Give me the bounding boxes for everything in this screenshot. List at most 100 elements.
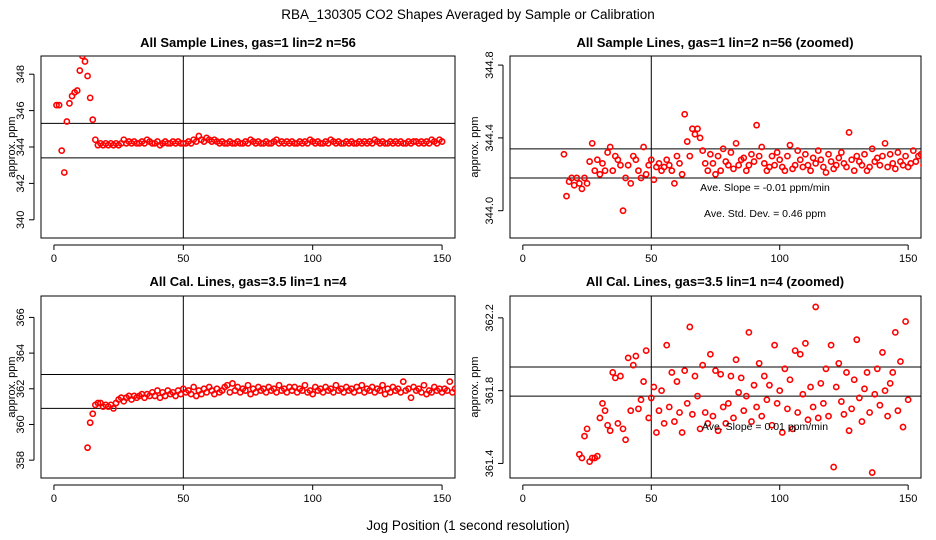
data-point xyxy=(742,167,750,175)
data-point xyxy=(763,396,771,404)
data-point xyxy=(655,407,663,415)
data-point xyxy=(190,383,198,391)
data-point xyxy=(845,427,853,435)
data-point xyxy=(650,176,658,184)
data-point xyxy=(735,161,743,169)
data-point xyxy=(704,419,712,427)
data-point xyxy=(727,372,735,380)
data-point xyxy=(866,163,874,171)
data-point xyxy=(627,179,635,187)
data-point xyxy=(876,161,884,169)
data-point xyxy=(748,150,755,158)
data-point xyxy=(722,419,730,427)
data-point xyxy=(420,381,428,389)
data-point xyxy=(699,147,707,155)
data-point xyxy=(55,101,63,109)
data-point xyxy=(694,392,701,400)
data-point xyxy=(619,425,627,433)
data-point xyxy=(786,376,794,384)
data-point xyxy=(868,145,876,153)
data-point xyxy=(691,372,699,380)
data-point xyxy=(593,156,601,164)
std-dev-annotation: Ave. Std. Dev. = 0.46 ppm xyxy=(704,208,826,220)
data-point xyxy=(591,167,599,175)
data-point xyxy=(681,367,689,375)
data-point xyxy=(889,159,897,167)
x-tick-label: 150 xyxy=(433,253,451,265)
data-point xyxy=(735,389,743,396)
data-point xyxy=(809,154,817,162)
data-point xyxy=(835,154,843,162)
panel-title: All Cal. Lines, gas=3.5 lin=1 n=4 xyxy=(150,274,348,289)
data-point xyxy=(242,387,249,394)
data-point xyxy=(655,159,663,167)
data-point xyxy=(79,56,86,60)
data-point xyxy=(894,149,902,156)
panel-title: All Cal. Lines, gas=3.5 lin=1 n=4 (zoome… xyxy=(586,274,844,289)
data-point xyxy=(647,394,655,402)
data-point xyxy=(817,156,825,164)
panel-y-axis-label: approx. ppm xyxy=(6,116,18,177)
x-tick-label: 0 xyxy=(520,253,526,265)
data-point xyxy=(902,152,909,160)
data-point xyxy=(446,378,454,386)
data-point xyxy=(683,138,691,145)
data-point xyxy=(825,150,832,158)
data-point xyxy=(619,207,627,215)
data-point xyxy=(758,143,766,151)
y-tick-label: 364 xyxy=(15,344,27,362)
data-point xyxy=(832,161,840,169)
data-point xyxy=(796,350,804,358)
data-point xyxy=(760,159,768,167)
data-point xyxy=(601,167,609,175)
data-point xyxy=(873,365,881,373)
data-point xyxy=(578,185,586,193)
data-point xyxy=(904,396,912,404)
data-point xyxy=(583,425,591,433)
data-point xyxy=(894,407,902,415)
data-point xyxy=(614,419,622,427)
data-point xyxy=(407,394,415,402)
data-point xyxy=(881,139,889,147)
data-point xyxy=(301,381,309,389)
data-point xyxy=(637,174,645,182)
x-tick-label: 100 xyxy=(771,493,789,505)
data-point xyxy=(332,381,340,389)
data-point xyxy=(871,390,879,398)
data-point xyxy=(706,350,714,358)
data-point xyxy=(817,379,825,387)
data-point xyxy=(647,156,655,164)
data-point xyxy=(807,383,814,391)
data-point xyxy=(802,339,809,347)
data-point xyxy=(63,118,71,125)
data-point xyxy=(686,323,694,331)
data-point xyxy=(714,152,722,160)
x-tick-label: 50 xyxy=(645,253,657,265)
data-point xyxy=(771,341,778,349)
data-point xyxy=(868,469,876,476)
data-point xyxy=(773,399,781,407)
data-point xyxy=(917,150,921,158)
y-tick-label: 344 xyxy=(15,138,27,156)
data-point xyxy=(694,125,701,133)
data-point xyxy=(701,159,709,167)
data-point xyxy=(671,179,678,187)
data-point xyxy=(899,423,907,431)
data-point xyxy=(73,87,81,94)
panel-sample: All Sample Lines, gas=1 lin=2 n=56 appro… xyxy=(6,35,456,265)
data-point xyxy=(853,152,861,160)
panel-title: All Sample Lines, gas=1 lin=2 n=56 xyxy=(140,35,356,50)
panel-y-axis-label: approx. ppm xyxy=(6,356,18,417)
data-point xyxy=(606,427,614,435)
data-point xyxy=(773,149,781,156)
panel-y-axis-label: approx. ppm xyxy=(469,116,481,177)
data-point xyxy=(717,370,725,378)
data-point xyxy=(358,381,366,389)
panel-calibration: All Cal. Lines, gas=3.5 lin=1 n=4 approx… xyxy=(6,274,456,505)
data-point xyxy=(858,418,866,425)
data-point xyxy=(617,372,624,380)
data-point xyxy=(609,369,617,376)
data-point xyxy=(855,394,863,402)
plot-frame xyxy=(40,55,456,239)
data-point xyxy=(737,374,745,382)
